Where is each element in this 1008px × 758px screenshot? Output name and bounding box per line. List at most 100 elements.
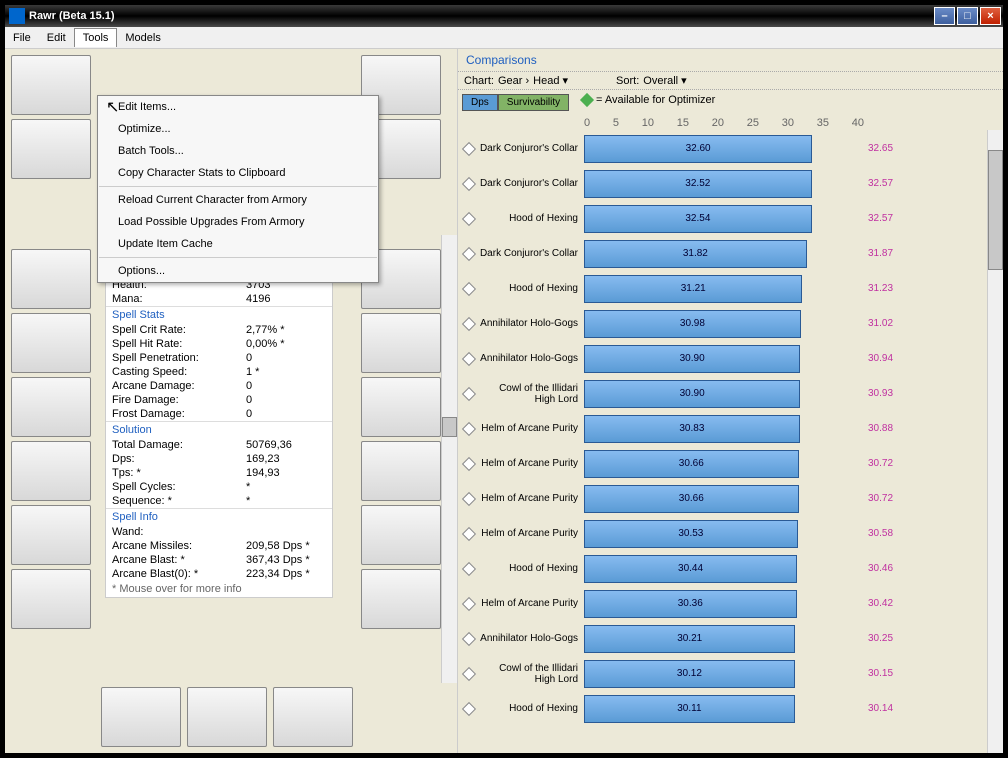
stat-row: Spell Hit Rate:0,00% *	[106, 337, 332, 351]
close-button[interactable]: ×	[980, 7, 1001, 25]
scrollbar-thumb[interactable]	[988, 150, 1003, 270]
comparison-row[interactable]: Hood of Hexing30.1130.14	[462, 691, 999, 726]
stat-row: Arcane Blast(0): *223,34 Dps *	[106, 567, 332, 581]
comparison-row[interactable]: Dark Conjuror's Collar31.8231.87	[462, 236, 999, 271]
sort-dropdown[interactable]: Overall ▾	[643, 74, 686, 87]
bar-value: 30.36	[678, 598, 703, 609]
comparison-row[interactable]: Hood of Hexing32.5432.57	[462, 201, 999, 236]
tools-menu-item[interactable]: Copy Character Stats to Clipboard	[98, 162, 378, 184]
menu-tools[interactable]: Tools	[74, 28, 118, 47]
stat-section-header: Solution	[106, 421, 332, 438]
tab-survivability[interactable]: Survivability	[498, 94, 569, 111]
tools-menu-item[interactable]: Edit Items...	[98, 96, 378, 118]
scrollbar-thumb[interactable]	[442, 417, 457, 437]
equipment-slot[interactable]	[11, 249, 91, 309]
bar-value: 30.12	[677, 668, 702, 679]
bar-value: 30.66	[679, 458, 704, 469]
menubar: File Edit Tools Models	[5, 27, 1003, 49]
stat-row: Total Damage:50769,36	[106, 438, 332, 452]
bar-fill: 30.98	[584, 310, 801, 338]
comparison-row[interactable]: Helm of Arcane Purity30.5330.58	[462, 516, 999, 551]
bar-track: 31.82	[584, 240, 864, 268]
chart-axis: 0510152025303540	[584, 113, 864, 131]
bar-track: 30.66	[584, 485, 864, 513]
item-name: Hood of Hexing	[476, 283, 584, 294]
comparison-row[interactable]: Hood of Hexing31.2131.23	[462, 271, 999, 306]
tools-menu-item[interactable]: Batch Tools...	[98, 140, 378, 162]
window-title: Rawr (Beta 15.1)	[29, 10, 115, 22]
stats-scrollbar[interactable]	[441, 235, 457, 683]
equipment-slot[interactable]	[11, 441, 91, 501]
bar-value: 32.52	[685, 178, 710, 189]
comparison-row[interactable]: Dark Conjuror's Collar32.6032.65	[462, 131, 999, 166]
total-value: 30.46	[864, 563, 904, 574]
stat-row: Tps: *194,93	[106, 466, 332, 480]
bar-value: 32.54	[685, 213, 710, 224]
tab-dps[interactable]: Dps	[462, 94, 498, 111]
total-value: 32.57	[864, 178, 904, 189]
equipment-slot[interactable]	[187, 687, 267, 747]
equipment-slot[interactable]	[11, 55, 91, 115]
maximize-button[interactable]: □	[957, 7, 978, 25]
bar-fill: 30.12	[584, 660, 795, 688]
item-name: Dark Conjuror's Collar	[476, 143, 584, 154]
comparison-row[interactable]: Cowl of the Illidari High Lord30.9030.93	[462, 376, 999, 411]
bar-track: 30.83	[584, 415, 864, 443]
titlebar[interactable]: Rawr (Beta 15.1) – □ ×	[5, 5, 1003, 27]
total-value: 32.57	[864, 213, 904, 224]
bar-fill: 30.83	[584, 415, 800, 443]
bar-value: 30.83	[679, 423, 704, 434]
bottom-equipment-slots	[101, 687, 353, 747]
total-value: 31.02	[864, 318, 904, 329]
comparison-row[interactable]: Helm of Arcane Purity30.8330.88	[462, 411, 999, 446]
equipment-slot[interactable]	[11, 569, 91, 629]
optimizer-marker	[462, 214, 476, 224]
equipment-slot[interactable]	[273, 687, 353, 747]
comparison-row[interactable]: Cowl of the Illidari High Lord30.1230.15	[462, 656, 999, 691]
comparison-row[interactable]: Annihilator Holo-Gogs30.2130.25	[462, 621, 999, 656]
stat-row: Casting Speed:1 *	[106, 365, 332, 379]
menu-models[interactable]: Models	[117, 29, 168, 47]
equipment-slot[interactable]	[361, 569, 441, 629]
chart-scrollbar[interactable]	[987, 130, 1003, 753]
minimize-button[interactable]: –	[934, 7, 955, 25]
equipment-slot[interactable]	[361, 313, 441, 373]
equipment-slot[interactable]	[11, 313, 91, 373]
axis-tick: 40	[852, 117, 864, 129]
equipment-slot[interactable]	[11, 119, 91, 179]
tools-menu-item[interactable]: Update Item Cache	[98, 233, 378, 255]
item-name: Hood of Hexing	[476, 703, 584, 714]
equipment-slot[interactable]	[11, 505, 91, 565]
optimizer-marker	[462, 144, 476, 154]
comparison-row[interactable]: Helm of Arcane Purity 30.66 30.72	[462, 481, 999, 516]
item-name: Helm of Arcane Purity	[476, 493, 584, 504]
equipment-slot[interactable]	[101, 687, 181, 747]
item-name: Hood of Hexing	[476, 563, 584, 574]
slot-dropdown[interactable]: Head ▾	[533, 74, 568, 87]
comparison-row[interactable]: Hood of Hexing30.44 30.46	[462, 551, 999, 586]
menu-file[interactable]: File	[5, 29, 39, 47]
comparison-row[interactable]: Dark Conjuror's Collar32.5232.57	[462, 166, 999, 201]
equipment-slot[interactable]	[361, 505, 441, 565]
optimizer-marker	[462, 179, 476, 189]
total-value: 30.25	[864, 633, 904, 644]
equipment-slot[interactable]	[361, 441, 441, 501]
equipment-slot[interactable]	[11, 377, 91, 437]
tools-menu-item[interactable]: Reload Current Character from Armory	[98, 189, 378, 211]
menu-edit[interactable]: Edit	[39, 29, 74, 47]
optimizer-marker	[462, 599, 476, 609]
bar-value: 30.66	[679, 493, 704, 504]
bar-track: 30.11	[584, 695, 864, 723]
tools-menu-item[interactable]: Load Possible Upgrades From Armory	[98, 211, 378, 233]
tools-menu-item[interactable]: Optimize...	[98, 118, 378, 140]
tools-menu-item[interactable]: Options...	[98, 260, 378, 282]
comparison-row[interactable]: Helm of Arcane Purity30.3630.42	[462, 586, 999, 621]
total-value: 30.72	[864, 493, 904, 504]
equipment-slot[interactable]	[361, 377, 441, 437]
comparison-row[interactable]: Annihilator Holo-Gogs30.9030.94	[462, 341, 999, 376]
chart-type-dropdown[interactable]: Gear ›	[498, 75, 529, 87]
comparison-row[interactable]: Annihilator Holo-Gogs30.9831.02	[462, 306, 999, 341]
comparison-row[interactable]: Helm of Arcane Purity30.6630.72	[462, 446, 999, 481]
bar-fill: 30.44	[584, 555, 797, 583]
axis-tick: 10	[642, 117, 654, 129]
